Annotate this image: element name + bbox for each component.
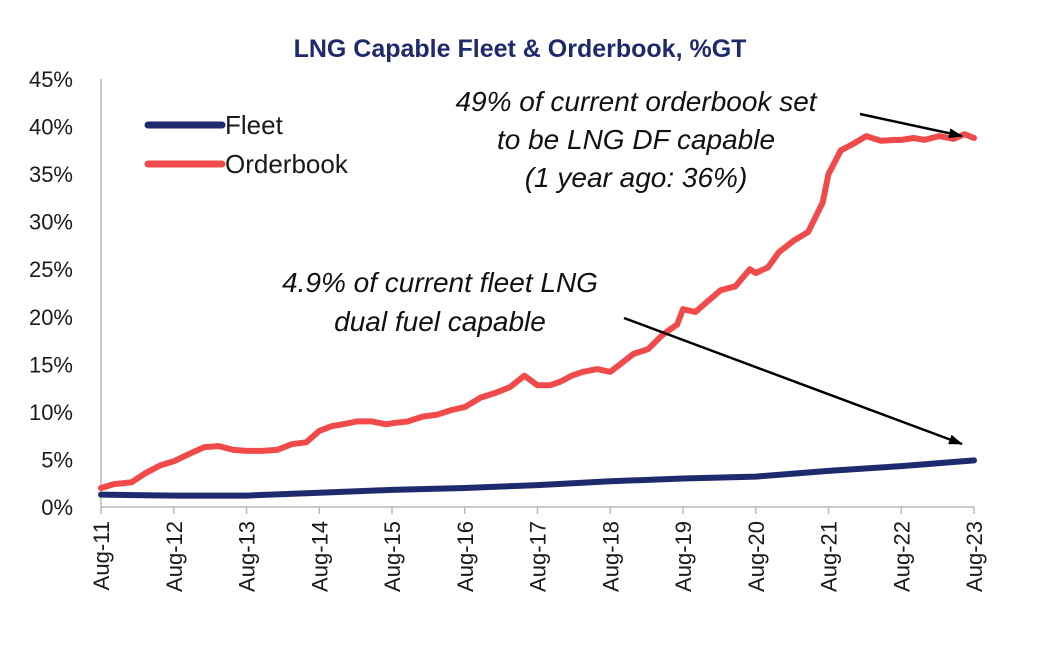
x-tick-label: Aug-11 xyxy=(89,521,114,590)
chart-title: LNG Capable Fleet & Orderbook, %GT xyxy=(294,35,747,63)
annotation-fleet-line-2: dual fuel capable xyxy=(334,306,546,337)
y-tick-label: 25% xyxy=(29,257,73,282)
y-tick-label: 35% xyxy=(29,162,73,187)
annotation-fleet-line-1: 4.9% of current fleet LNG xyxy=(282,267,598,298)
x-tick-label: Aug-19 xyxy=(671,521,696,592)
x-tick-label: Aug-13 xyxy=(235,521,260,592)
annotation-orderbook-line-1: 49% of current orderbook set xyxy=(455,86,817,117)
y-tick-label: 0% xyxy=(41,495,73,520)
series-line-orderbook xyxy=(98,131,977,491)
y-axis-ticks: 0% 5% 10% 15% 20% 25% 30% 35% 40% 45% xyxy=(29,67,73,520)
annotation-orderbook-line-2: to be LNG DF capable xyxy=(497,124,775,155)
y-tick-label: 45% xyxy=(29,67,73,92)
y-tick-label: 40% xyxy=(29,115,73,140)
legend-label-fleet: Fleet xyxy=(225,110,284,140)
y-tick-label: 15% xyxy=(29,352,73,377)
x-tick-label: Aug-21 xyxy=(817,521,842,592)
x-tick-label: Aug-18 xyxy=(598,521,623,592)
annotation-fleet-arrow xyxy=(623,316,963,446)
annotation-orderbook-arrow xyxy=(859,112,963,139)
annotation-orderbook: 49% of current orderbook set to be LNG D… xyxy=(455,86,963,193)
y-tick-label: 30% xyxy=(29,210,73,235)
series-line-fleet xyxy=(98,457,977,499)
series-layer xyxy=(98,131,977,499)
x-tick-label: Aug-17 xyxy=(526,521,551,592)
y-tick-label: 10% xyxy=(29,400,73,425)
x-tick-label: Aug-22 xyxy=(889,521,914,592)
x-tick-label: Aug-14 xyxy=(307,521,332,592)
x-axis-ticks: Aug-11 Aug-12 Aug-13 Aug-14 Aug-15 Aug-16 Aug-… xyxy=(89,507,987,592)
legend-label-orderbook: Orderbook xyxy=(225,149,349,179)
x-tick-label: Aug-12 xyxy=(162,521,187,592)
y-tick-label: 20% xyxy=(29,305,73,330)
x-tick-label: Aug-15 xyxy=(380,521,405,592)
x-tick-label: Aug-16 xyxy=(453,521,478,592)
x-tick-label: Aug-23 xyxy=(962,521,987,592)
y-tick-label: 5% xyxy=(41,447,73,472)
annotation-fleet: 4.9% of current fleet LNG dual fuel capa… xyxy=(282,267,963,446)
legend: Fleet Orderbook xyxy=(144,110,349,179)
annotation-orderbook-line-3: (1 year ago: 36%) xyxy=(525,162,748,193)
x-tick-label: Aug-20 xyxy=(744,521,769,592)
